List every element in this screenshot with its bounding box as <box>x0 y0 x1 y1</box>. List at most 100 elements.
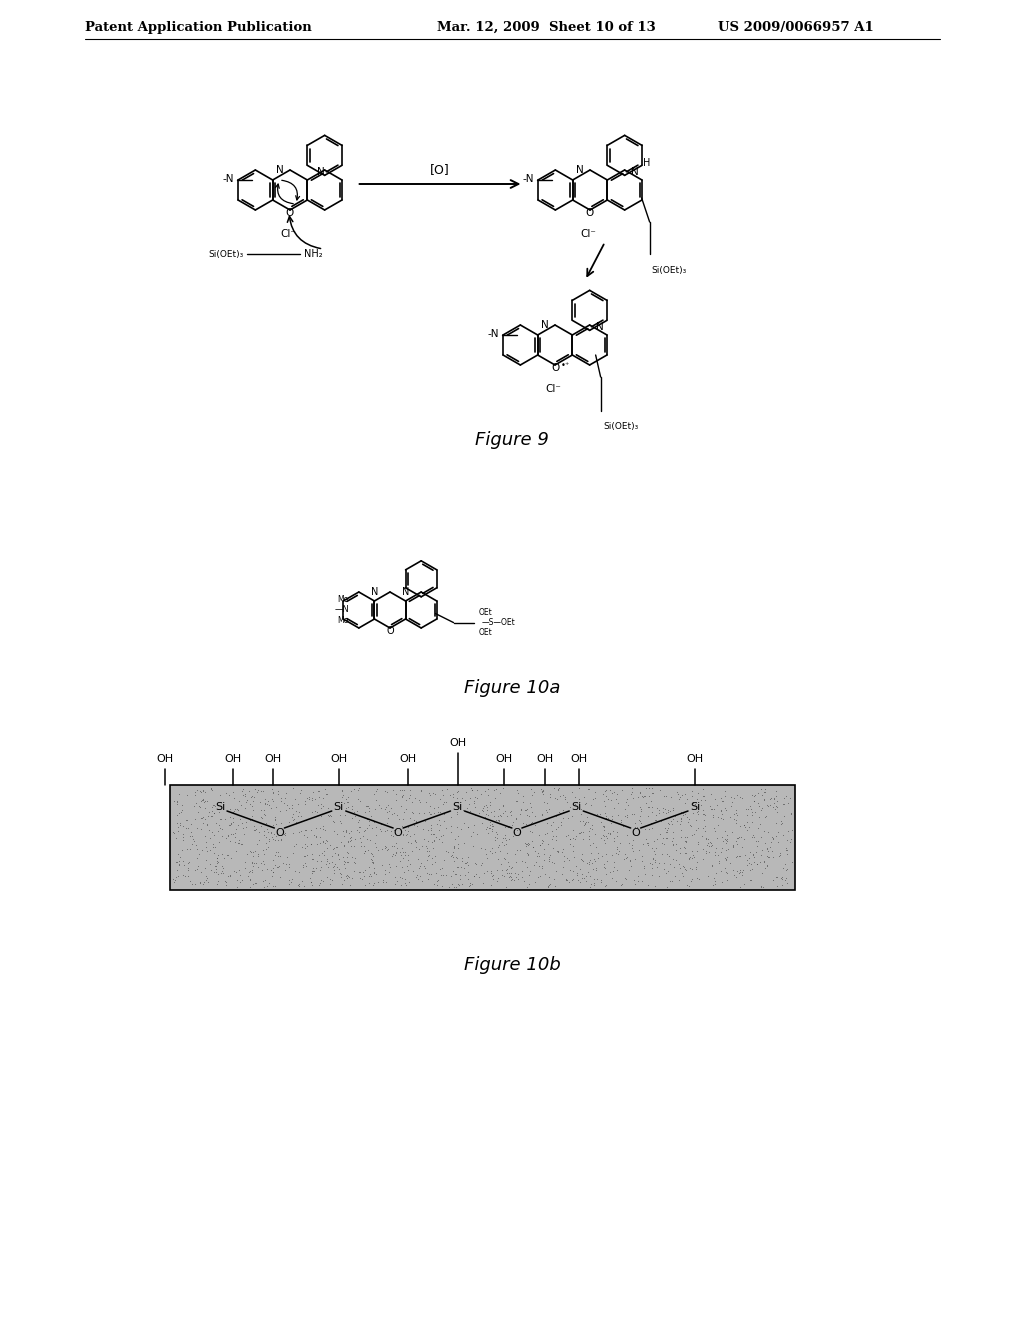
Point <box>748 830 764 851</box>
Point <box>489 809 506 830</box>
Point <box>325 857 341 878</box>
Point <box>535 830 551 851</box>
Point <box>517 833 534 854</box>
Point <box>427 851 443 873</box>
Point <box>677 803 693 824</box>
Point <box>305 825 322 846</box>
Point <box>657 799 674 820</box>
Point <box>604 867 621 888</box>
Point <box>565 841 582 862</box>
Point <box>323 805 339 826</box>
Point <box>726 809 742 830</box>
Point <box>710 828 726 849</box>
Point <box>452 869 468 890</box>
Point <box>485 800 502 821</box>
Point <box>379 840 395 861</box>
Point <box>428 862 444 883</box>
Point <box>346 779 362 800</box>
Point <box>707 873 723 894</box>
Point <box>654 826 671 847</box>
Point <box>462 800 478 821</box>
Point <box>499 842 515 863</box>
Point <box>227 826 244 847</box>
Point <box>362 863 379 884</box>
Point <box>218 783 234 804</box>
Point <box>175 850 191 871</box>
Point <box>663 787 679 808</box>
Point <box>479 799 496 820</box>
Point <box>393 845 410 866</box>
Point <box>346 836 362 857</box>
Point <box>524 830 541 851</box>
Point <box>488 870 505 891</box>
Point <box>436 792 453 813</box>
Point <box>570 870 587 891</box>
Point <box>317 803 334 824</box>
Point <box>548 829 564 850</box>
Point <box>641 797 657 818</box>
Point <box>555 807 571 828</box>
Text: O: O <box>631 828 640 838</box>
Point <box>506 870 522 891</box>
Point <box>528 845 545 866</box>
Point <box>193 781 209 803</box>
Point <box>194 808 210 829</box>
Point <box>566 846 583 867</box>
Point <box>446 837 463 858</box>
Point <box>714 804 730 825</box>
Point <box>285 777 301 799</box>
Point <box>322 874 338 895</box>
Point <box>309 780 326 801</box>
Point <box>297 846 313 867</box>
Point <box>519 799 536 820</box>
Point <box>578 812 594 833</box>
Text: O: O <box>386 626 394 636</box>
Point <box>503 800 519 821</box>
Point <box>551 785 567 807</box>
Point <box>209 847 225 869</box>
Point <box>498 859 514 880</box>
Point <box>492 804 508 825</box>
Text: •⁺: •⁺ <box>561 362 570 371</box>
Point <box>684 858 700 879</box>
Point <box>396 873 413 894</box>
Point <box>313 870 330 891</box>
Point <box>482 840 499 861</box>
Point <box>359 828 376 849</box>
Text: —S—OEt: —S—OEt <box>481 618 515 627</box>
Point <box>596 791 612 812</box>
Point <box>596 826 612 847</box>
Point <box>455 799 471 820</box>
Point <box>683 847 699 869</box>
Point <box>520 833 537 854</box>
Point <box>173 801 189 822</box>
Point <box>381 862 397 883</box>
Point <box>467 805 483 826</box>
Point <box>489 805 506 826</box>
Point <box>584 818 600 840</box>
Point <box>754 840 770 861</box>
Point <box>433 857 450 878</box>
Point <box>396 801 413 822</box>
Point <box>677 830 693 851</box>
Point <box>600 822 616 843</box>
Point <box>454 847 470 869</box>
Point <box>282 797 298 818</box>
Point <box>743 784 760 805</box>
Point <box>197 857 213 878</box>
Point <box>489 867 506 888</box>
Point <box>745 826 762 847</box>
Point <box>170 843 186 865</box>
Point <box>356 821 373 842</box>
Point <box>178 809 195 830</box>
Point <box>718 833 734 854</box>
Point <box>738 804 755 825</box>
Point <box>660 813 677 834</box>
Point <box>514 866 530 887</box>
Point <box>620 795 636 816</box>
Point <box>469 824 485 845</box>
Point <box>446 793 463 814</box>
Point <box>655 833 672 854</box>
Point <box>745 791 762 812</box>
Point <box>764 841 780 862</box>
